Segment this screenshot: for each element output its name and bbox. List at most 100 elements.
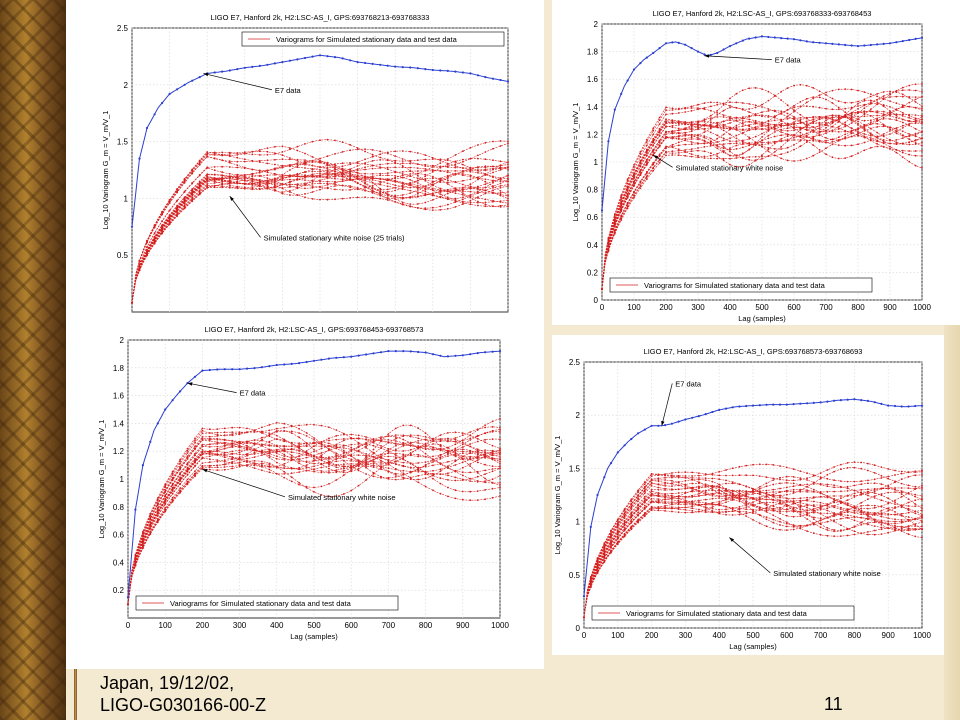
simulated-point [402,469,405,472]
simulated-point [499,186,502,189]
simulated-point [275,427,278,430]
simulated-point [221,179,224,182]
simulated-point [313,486,315,489]
simulated-point [716,116,719,118]
e7-data-series [600,35,924,212]
simulated-series [601,134,923,290]
simulated-point [342,467,345,470]
simulated-point [894,503,896,505]
simulated-point [499,177,502,180]
simulated-point [889,128,891,131]
simulated-point [697,154,699,157]
simulated-point [914,127,917,130]
simulated-point [725,490,727,492]
simulated-point [335,464,338,467]
simulated-point [658,134,661,137]
simulated-point [901,137,904,140]
simulated-point [290,445,293,448]
simulated-point [335,443,338,446]
simulated-point [417,453,420,456]
simulated-point [216,454,219,456]
simulated-point [767,150,770,153]
simulated-point [623,517,626,519]
simulated-point [901,86,904,89]
simulated-point [409,150,412,153]
e7-data-point [409,66,412,69]
simulated-point [289,148,291,151]
simulated-point [741,157,744,160]
simulated-point [394,155,397,158]
legend: Variograms for Simulated stationary data… [609,277,873,293]
simulated-point [161,228,163,230]
simulated-point [786,127,789,130]
simulated-point [484,173,487,176]
simulated-point [206,174,209,176]
simulated-point [735,134,738,137]
simulated-point [645,138,648,141]
e7-data-point [357,354,360,357]
e7-data-point [349,59,352,62]
simulated-point [296,165,299,167]
e7-data-point [288,59,291,62]
simulated-point [424,178,427,180]
simulated-point [394,186,397,189]
simulated-point [416,163,419,166]
simulated-point [633,168,635,171]
e7-data-point [134,508,137,511]
x-tick-label: 300 [233,621,247,630]
simulated-point [213,157,216,160]
simulated-point [319,166,321,168]
simulated-point [767,125,770,127]
simulated-point [431,206,434,209]
simulated-point [492,171,494,174]
e7-data-point [228,69,231,72]
e7-data-point [266,63,269,66]
simulated-point [729,106,731,109]
simulated-point [825,98,827,101]
simulated-point [431,164,434,167]
simulated-point [484,201,487,204]
simulated-point [850,129,853,132]
simulated-point [620,194,623,197]
simulated-point [469,194,472,196]
simulated-point [819,533,822,536]
simulated-point [880,499,883,502]
simulated-point [320,424,323,427]
simulated-point [402,456,405,459]
e7-data-point [431,353,435,356]
simulated-point [697,134,699,137]
simulated-point [432,443,434,445]
simulated-point [357,467,360,470]
simulated-point [914,119,917,122]
simulated-point [283,426,286,429]
simulated-point [882,142,885,145]
simulated-point [765,482,768,485]
simulated-point [364,148,366,151]
simulated-point [364,162,366,164]
simulated-point [780,138,783,140]
simulated-point [335,479,338,481]
simulated-point [221,165,224,168]
simulated-point [492,205,494,208]
simulated-point [711,488,714,491]
simulated-point [387,448,390,451]
e7-data-point [298,362,301,365]
simulated-point [416,184,419,187]
simulated-point [462,163,464,166]
simulated-point [417,474,420,477]
simulated-point [477,185,479,188]
simulated-point [216,464,219,467]
simulated-point [179,462,181,465]
simulated-point [341,171,344,173]
simulated-point [454,479,457,482]
simulated-point [876,111,879,114]
simulated-point [236,154,239,156]
simulated-point [684,128,687,131]
simulated-point [709,101,712,104]
simulated-point [671,492,673,495]
simulated-point [665,121,667,124]
simulated-point [231,465,234,468]
x-axis-label: Lag (samples) [738,314,786,323]
simulated-point [690,136,693,139]
simulated-point [350,443,353,446]
